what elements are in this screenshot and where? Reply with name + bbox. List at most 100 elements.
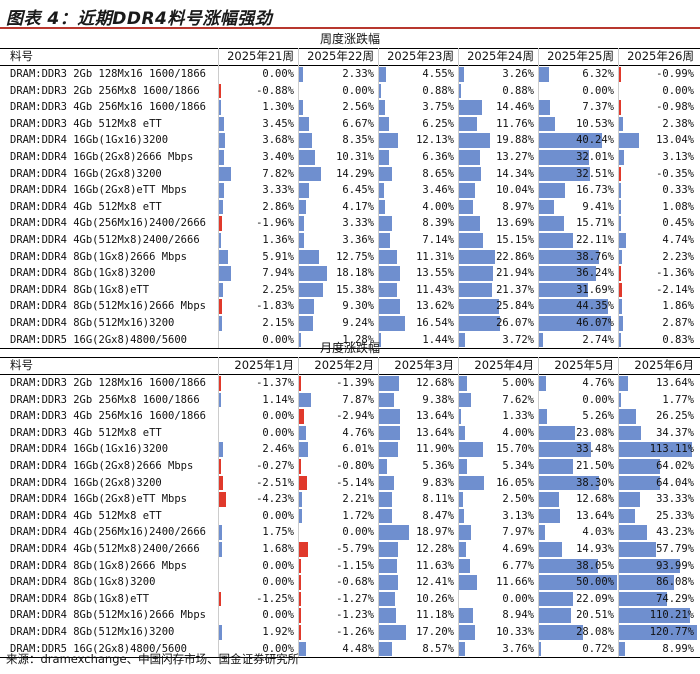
monthly-cell: 33.48% xyxy=(538,441,618,458)
monthly-data-bar xyxy=(619,376,628,391)
monthly-data-bar xyxy=(299,591,301,607)
monthly-cell: 1.72% xyxy=(298,508,378,525)
weekly-value-label: 0.00% xyxy=(662,84,694,97)
weekly-value-label: -0.98% xyxy=(656,101,694,114)
monthly-data-bar xyxy=(299,376,302,391)
weekly-value-label: 5.91% xyxy=(262,250,294,263)
monthly-part-number: DRAM:DDR4 8Gb(1Gx8)3200 xyxy=(10,576,156,589)
monthly-cell: 2.46% xyxy=(218,441,298,458)
monthly-data-bar xyxy=(219,442,223,457)
weekly-cell: 4.74% xyxy=(618,232,698,249)
monthly-data-bar xyxy=(299,475,308,491)
monthly-data-bar xyxy=(459,575,478,590)
monthly-cell: 21.50% xyxy=(538,458,618,475)
monthly-table-row: DRAM:DDR3 4Gb 256Mx16 1600/1866 0.00% -2.9… xyxy=(0,408,700,425)
weekly-data-bar xyxy=(539,133,602,148)
monthly-value-label: -1.39% xyxy=(336,377,374,389)
weekly-data-bar xyxy=(379,100,385,115)
weekly-cell: 7.82% xyxy=(218,166,298,183)
weekly-value-label: 2.33% xyxy=(342,68,374,80)
weekly-col-divider xyxy=(538,48,539,349)
weekly-value-label: 6.67% xyxy=(342,117,374,130)
weekly-data-bar xyxy=(459,282,493,298)
weekly-col-header-1: 2025年22周 xyxy=(307,49,374,63)
monthly-data-bar xyxy=(539,558,599,574)
monthly-data-bar xyxy=(459,409,462,424)
monthly-cell: 93.99% xyxy=(618,558,698,575)
weekly-cell: -0.35% xyxy=(618,166,698,183)
monthly-cell: -2.94% xyxy=(298,408,378,425)
monthly-cell: -2.51% xyxy=(218,475,298,492)
monthly-data-bar xyxy=(459,525,472,540)
weekly-data-bar xyxy=(379,116,389,132)
monthly-data-bar xyxy=(379,575,399,590)
monthly-data-bar xyxy=(379,442,398,457)
monthly-table-row: DRAM:DDR4 8Gb(512Mx16)2666 Mbps 0.00% -1.2… xyxy=(0,607,700,624)
monthly-cell: 18.97% xyxy=(378,524,458,541)
monthly-cell: 4.03% xyxy=(538,524,618,541)
monthly-data-bar xyxy=(619,608,691,623)
monthly-data-bar xyxy=(219,591,221,607)
monthly-value-label: 1.75% xyxy=(262,526,294,539)
monthly-cell: 0.00% xyxy=(218,558,298,575)
monthly-col-divider xyxy=(218,357,219,658)
weekly-value-label: 2.25% xyxy=(262,283,294,296)
weekly-value-label: 18.18% xyxy=(336,267,374,280)
weekly-cell: 36.24% xyxy=(538,265,618,282)
source-note: 来源：dramexchange、中国闪存市场、国金证券研究所 xyxy=(6,652,300,666)
weekly-col-divider xyxy=(618,48,619,349)
monthly-data-bar xyxy=(299,608,301,623)
weekly-cell: 2.74% xyxy=(538,332,618,349)
weekly-part-number: DRAM:DDR4 8Gb(512Mx16)2666 Mbps xyxy=(10,300,206,313)
weekly-cell: 2.86% xyxy=(218,199,298,216)
monthly-data-bar xyxy=(619,409,636,424)
weekly-col-divider xyxy=(298,48,299,349)
weekly-data-bar xyxy=(219,282,223,298)
weekly-value-label: -0.99% xyxy=(656,68,694,80)
weekly-data-bar xyxy=(459,100,482,115)
weekly-data-bar xyxy=(299,266,328,281)
weekly-data-bar xyxy=(219,166,232,182)
weekly-data-bar xyxy=(299,249,319,265)
monthly-data-bar xyxy=(539,641,541,657)
weekly-cell: 9.24% xyxy=(298,315,378,332)
monthly-data-bar xyxy=(459,625,476,640)
monthly-value-label: -2.94% xyxy=(336,410,374,423)
monthly-value-label: 8.94% xyxy=(502,609,534,622)
weekly-value-label: 3.75% xyxy=(422,101,454,114)
monthly-cell: 20.51% xyxy=(538,607,618,624)
weekly-part-number: DRAM:DDR4 4Gb(512Mx8)2400/2666 xyxy=(10,234,200,246)
monthly-data-bar xyxy=(379,608,397,623)
weekly-value-label: 3.68% xyxy=(262,134,294,147)
weekly-value-label: 7.94% xyxy=(262,267,294,280)
monthly-value-label: 0.00% xyxy=(262,609,294,622)
weekly-part-number: DRAM:DDR3 2Gb 256Mx8 1600/1866 xyxy=(10,84,200,97)
weekly-data-bar xyxy=(619,150,624,165)
weekly-value-label: 0.88% xyxy=(502,84,534,97)
monthly-value-label: 2.46% xyxy=(262,443,294,456)
weekly-value-label: 4.17% xyxy=(342,200,374,213)
monthly-cell: 10.33% xyxy=(458,624,538,641)
monthly-value-label: 43.23% xyxy=(656,526,694,539)
monthly-data-bar xyxy=(539,376,547,391)
monthly-table-row: DRAM:DDR4 8Gb(1Gx8)3200 0.00% -0.68% 12.41%… xyxy=(0,574,700,591)
weekly-cell: 8.97% xyxy=(458,199,538,216)
monthly-cell: 0.00% xyxy=(458,591,538,608)
weekly-value-label: 2.15% xyxy=(262,317,294,329)
weekly-value-label: 15.71% xyxy=(576,217,614,230)
weekly-value-label: 1.44% xyxy=(422,333,454,346)
weekly-data-bar xyxy=(299,116,310,132)
monthly-value-label: 21.50% xyxy=(576,460,614,472)
weekly-value-label: 0.45% xyxy=(662,217,694,230)
monthly-value-label: -2.51% xyxy=(256,476,294,489)
weekly-value-label: 32.51% xyxy=(576,167,614,180)
monthly-col-divider xyxy=(458,357,459,658)
weekly-value-label: 46.07% xyxy=(576,317,614,329)
monthly-part-number: DRAM:DDR3 2Gb 128Mx16 1600/1866 xyxy=(10,377,206,389)
weekly-value-label: 4.74% xyxy=(662,234,694,246)
monthly-value-label: 13.64% xyxy=(656,377,694,389)
monthly-value-label: 11.63% xyxy=(416,559,454,572)
weekly-col-divider xyxy=(218,48,219,349)
monthly-col-header-1: 2025年2月 xyxy=(314,358,374,372)
monthly-top-rule xyxy=(0,357,700,358)
